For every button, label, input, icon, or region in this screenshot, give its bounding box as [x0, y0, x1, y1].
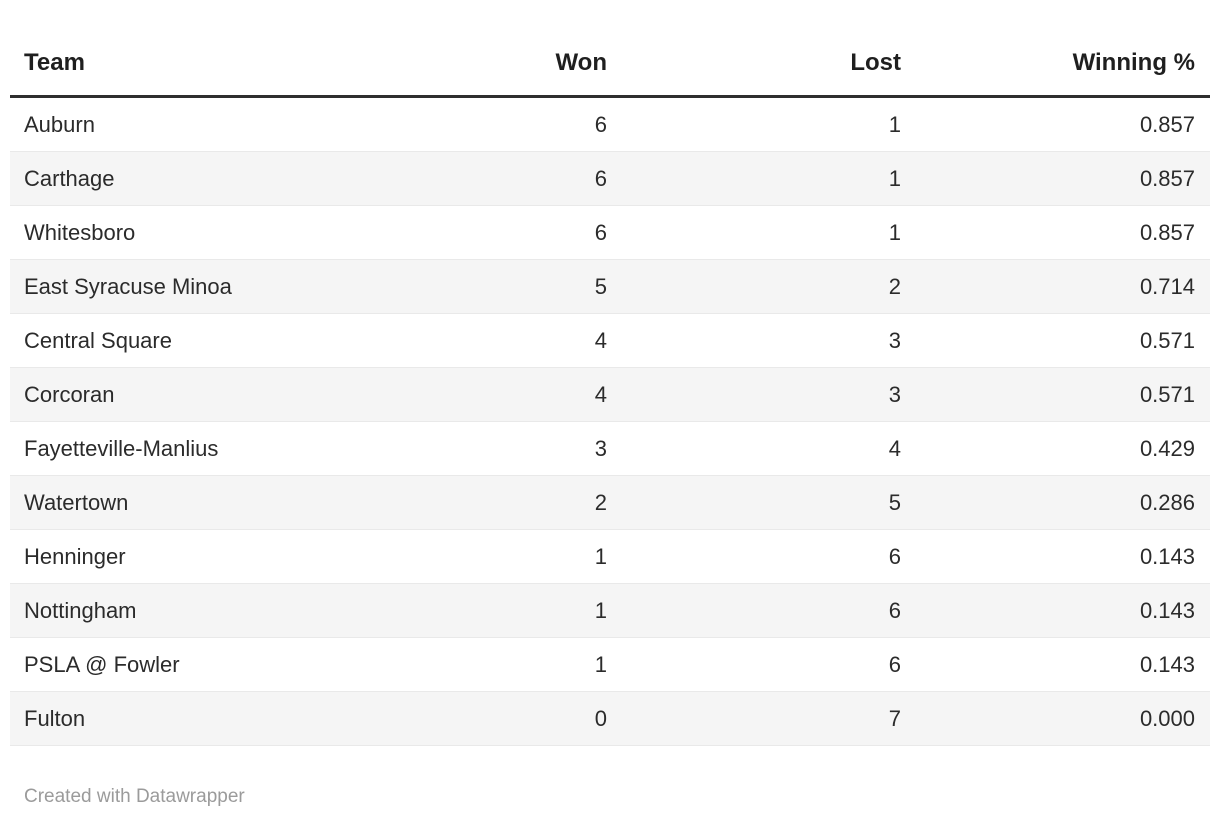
value-cell: 5: [622, 475, 916, 530]
value-cell: 0.286: [916, 475, 1210, 530]
value-cell: 7: [622, 691, 916, 746]
value-cell: 6: [622, 529, 916, 584]
value-cell: 3: [622, 313, 916, 368]
value-cell: 4: [328, 367, 622, 422]
team-cell: Fulton: [10, 691, 328, 746]
column-header-team: Team: [10, 0, 328, 98]
table-row: Nottingham 1 6 0.143: [10, 583, 1210, 638]
standings-table: Team Won Lost Winning % Auburn 6 1 0.857 Cartha…: [10, 0, 1210, 746]
table-row: PSLA @ Fowler 1 6 0.143: [10, 637, 1210, 692]
value-cell: 0: [328, 691, 622, 746]
value-cell: 1: [328, 637, 622, 692]
value-cell: 5: [328, 259, 622, 314]
value-cell: 1: [328, 529, 622, 584]
table-row: Auburn 6 1 0.857: [10, 96, 1210, 152]
value-cell: 2: [328, 475, 622, 530]
value-cell: 0.000: [916, 691, 1210, 746]
value-cell: 4: [622, 421, 916, 476]
header-row: Team Won Lost Winning %: [10, 0, 1210, 98]
attribution: Created with Datawrapper: [10, 786, 1210, 808]
value-cell: 2: [622, 259, 916, 314]
team-cell: East Syracuse Minoa: [10, 259, 328, 314]
value-cell: 0.143: [916, 637, 1210, 692]
table-row: Fulton 0 7 0.000: [10, 691, 1210, 746]
value-cell: 0.857: [916, 96, 1210, 152]
table-row: Central Square 4 3 0.571: [10, 313, 1210, 368]
value-cell: 6: [328, 96, 622, 152]
value-cell: 1: [328, 583, 622, 638]
team-cell: Henninger: [10, 529, 328, 584]
table-body: Auburn 6 1 0.857 Carthage 6 1 0.857 Whitesboro 6 1…: [10, 96, 1210, 746]
column-header-won: Won: [328, 0, 622, 98]
value-cell: 0.429: [916, 421, 1210, 476]
team-cell: Auburn: [10, 96, 328, 152]
table-row: Watertown 2 5 0.286: [10, 475, 1210, 530]
table-row: Fayetteville-Manlius 3 4 0.429: [10, 421, 1210, 476]
table-row: Whitesboro 6 1 0.857: [10, 205, 1210, 260]
team-cell: Carthage: [10, 151, 328, 206]
table-row: Henninger 1 6 0.143: [10, 529, 1210, 584]
team-cell: Corcoran: [10, 367, 328, 422]
value-cell: 3: [622, 367, 916, 422]
team-cell: Fayetteville-Manlius: [10, 421, 328, 476]
team-cell: Whitesboro: [10, 205, 328, 260]
value-cell: 6: [328, 151, 622, 206]
value-cell: 0.143: [916, 529, 1210, 584]
column-header-lost: Lost: [622, 0, 916, 98]
team-cell: Watertown: [10, 475, 328, 530]
value-cell: 3: [328, 421, 622, 476]
table-header: Team Won Lost Winning %: [10, 0, 1210, 98]
value-cell: 6: [622, 583, 916, 638]
table-row: Corcoran 4 3 0.571: [10, 367, 1210, 422]
value-cell: 6: [622, 637, 916, 692]
value-cell: 0.714: [916, 259, 1210, 314]
column-header-winning-: Winning %: [916, 0, 1210, 98]
table-row: Carthage 6 1 0.857: [10, 151, 1210, 206]
value-cell: 0.857: [916, 205, 1210, 260]
value-cell: 1: [622, 151, 916, 206]
value-cell: 6: [328, 205, 622, 260]
datawrapper-attribution-link[interactable]: Created with Datawrapper: [24, 786, 245, 807]
table-row: East Syracuse Minoa 5 2 0.714: [10, 259, 1210, 314]
value-cell: 1: [622, 205, 916, 260]
team-cell: PSLA @ Fowler: [10, 637, 328, 692]
team-cell: Central Square: [10, 313, 328, 368]
value-cell: 1: [622, 96, 916, 152]
team-cell: Nottingham: [10, 583, 328, 638]
value-cell: 0.571: [916, 367, 1210, 422]
value-cell: 0.143: [916, 583, 1210, 638]
value-cell: 0.857: [916, 151, 1210, 206]
value-cell: 0.571: [916, 313, 1210, 368]
value-cell: 4: [328, 313, 622, 368]
